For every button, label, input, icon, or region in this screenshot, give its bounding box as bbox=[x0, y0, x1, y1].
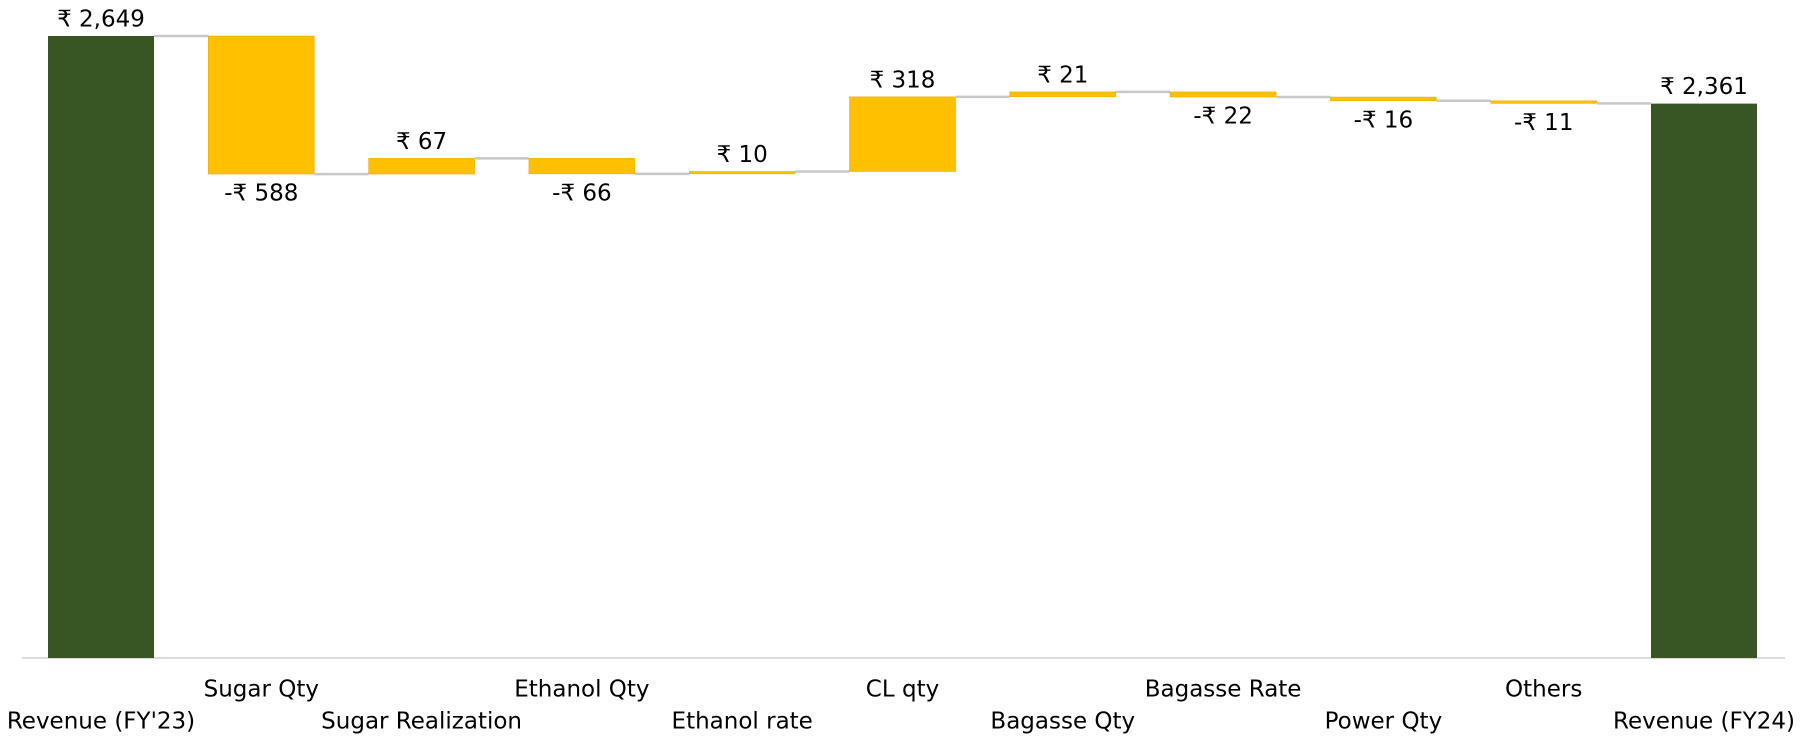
x-tick-label: Bagasse Qty bbox=[990, 709, 1135, 735]
data-label: ₹ 10 bbox=[717, 142, 768, 168]
delta-bar bbox=[1009, 91, 1117, 98]
delta-bar bbox=[208, 35, 315, 175]
x-tick-label: Ethanol rate bbox=[672, 709, 813, 735]
x-tick-label: CL qty bbox=[866, 677, 939, 703]
delta-bar bbox=[1330, 96, 1437, 102]
x-tick-label: Revenue (FY24) bbox=[1613, 709, 1795, 735]
delta-bar bbox=[688, 171, 796, 175]
data-label: ₹ 318 bbox=[870, 67, 936, 93]
data-label: ₹ 2,361 bbox=[1660, 74, 1748, 100]
x-tick-label: Revenue (FY'23) bbox=[7, 709, 195, 735]
x-tick-label: Sugar Realization bbox=[321, 709, 522, 735]
delta-bar bbox=[528, 158, 636, 175]
x-tick-label: Power Qty bbox=[1325, 709, 1443, 735]
delta-bar bbox=[1169, 91, 1277, 98]
delta-bar bbox=[1490, 100, 1597, 104]
data-label: ₹ 21 bbox=[1037, 62, 1088, 88]
x-tick-label: Ethanol Qty bbox=[514, 677, 649, 703]
total-bar bbox=[1651, 103, 1757, 658]
data-label: -₹ 22 bbox=[1193, 104, 1253, 130]
delta-bar bbox=[849, 96, 956, 172]
x-tick-label: Sugar Qty bbox=[204, 677, 319, 703]
delta-bar bbox=[368, 158, 475, 175]
data-label: ₹ 67 bbox=[396, 129, 447, 155]
data-label: -₹ 66 bbox=[552, 180, 612, 206]
x-tick-label: Bagasse Rate bbox=[1145, 677, 1302, 703]
data-label: -₹ 11 bbox=[1514, 110, 1574, 136]
data-label: -₹ 16 bbox=[1354, 107, 1414, 133]
data-label: ₹ 2,649 bbox=[57, 7, 145, 33]
x-tick-label: Others bbox=[1505, 677, 1582, 703]
total-bar bbox=[48, 36, 154, 658]
data-label: -₹ 588 bbox=[224, 181, 298, 207]
